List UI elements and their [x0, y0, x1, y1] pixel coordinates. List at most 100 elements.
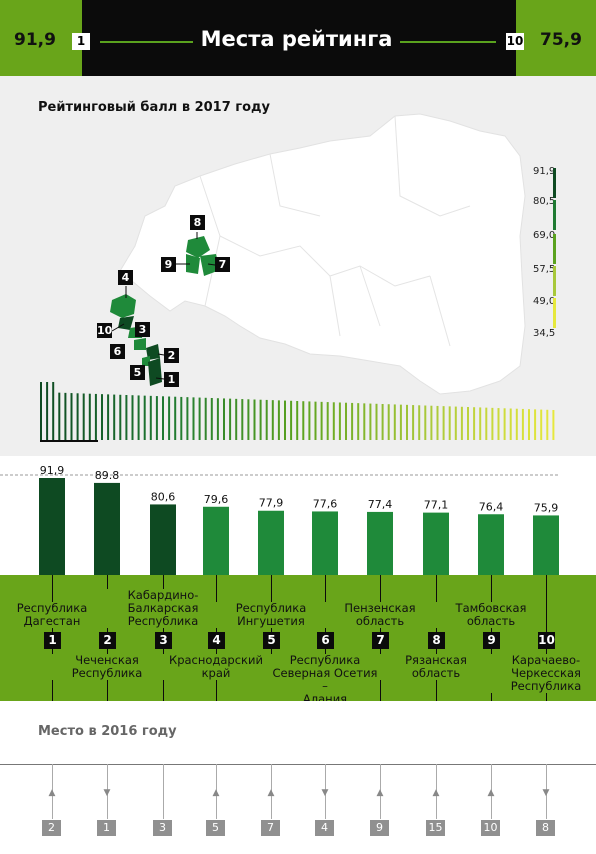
arrow-up-icon: ▲: [267, 788, 275, 798]
region-name-line: Краснодарский: [169, 653, 263, 667]
region-name-line: Республика: [289, 653, 361, 667]
bar-value-label: 77,9: [259, 497, 284, 510]
bar: [39, 478, 65, 576]
region-name: Тамбовская область: [435, 602, 547, 628]
legend-label: 80,5: [533, 196, 556, 207]
previous-year-connector: [491, 764, 492, 819]
region-name-line: Республика: [127, 614, 199, 628]
map-subtitle: Рейтинговый балл в 2017 году: [38, 100, 270, 115]
region-name: Республика Северная Осетия – Алания: [269, 654, 381, 706]
region-name-line: область: [466, 614, 516, 628]
region-name-line: область: [411, 666, 461, 680]
map-marker-rank: 10: [97, 323, 113, 338]
region-rank-badge: 9: [483, 632, 500, 649]
legend-color-segment: [553, 298, 556, 328]
previous-year-title: Место в 2016 году: [38, 724, 177, 739]
previous-year-connector: [436, 764, 437, 819]
previous-year-axis: [0, 764, 596, 765]
map-marker-rank: 6: [110, 344, 125, 359]
bar: [367, 511, 393, 576]
previous-year-connector: [380, 764, 381, 819]
previous-year-place: 4: [315, 820, 334, 836]
region-name-line: Северная Осетия –: [272, 666, 378, 693]
region-name: Чеченская Республика: [51, 654, 163, 680]
top10-bar-chart: 91,9 89.8 80,6 79,6 77,9 77,6 77,4 77,1 76,4 75,9: [0, 456, 596, 576]
header-top-score: 91,9: [14, 30, 56, 50]
region-rank-badge: 7: [372, 632, 389, 649]
legend-label: 91,9: [533, 166, 556, 177]
bar-value-label: 76,4: [479, 500, 504, 513]
distribution-strip: [40, 382, 555, 442]
header: 91,9 1 Места рейтинга 10 75,9: [0, 0, 596, 76]
map-borders: [199, 115, 471, 347]
map-marker-rank: 5: [130, 365, 145, 380]
previous-year-place: 3: [153, 820, 172, 836]
bar: [258, 510, 284, 576]
previous-year-connector: [546, 764, 547, 819]
map-area: Рейтинговый балл в 2017 году 8 9 7 4 10 …: [0, 76, 596, 456]
region-name-line: Кабардино-: [127, 588, 199, 602]
region-name: Республика Дагестан: [0, 602, 108, 628]
map-marker-rank: 9: [161, 257, 176, 272]
map-marker-rank: 1: [164, 372, 179, 387]
region-name-line: Балкарская: [127, 601, 199, 615]
page-title: Места рейтинга: [200, 27, 393, 51]
previous-year-place: 8: [536, 820, 555, 836]
caucasus-region-1: [148, 358, 162, 386]
header-bottom-score: 75,9: [540, 30, 582, 50]
region-name: Карачаево- Черкесская Республика: [490, 654, 596, 693]
caucasus-region-6: [134, 338, 146, 350]
legend-label: 34,5: [533, 328, 556, 339]
header-rank-first: 1: [72, 33, 90, 50]
arrow-up-icon: ▲: [48, 788, 56, 798]
bar-chart-svg: 91,9 89.8 80,6 79,6 77,9 77,6 77,4 77,1 76,4 75,9: [0, 464, 560, 576]
bar-value-label: 91,9: [40, 464, 65, 477]
previous-year-place: 1: [97, 820, 116, 836]
previous-year-connector: [52, 764, 53, 819]
caucasus-region-10: [118, 316, 134, 330]
header-rank-last: 10: [506, 33, 524, 50]
bar: [312, 511, 338, 576]
region-rank-badge: 8: [428, 632, 445, 649]
previous-year-connector: [163, 764, 164, 819]
region-name: Республика Ингушетия: [215, 602, 327, 628]
bar-value-label: 77,1: [424, 499, 449, 512]
previous-year-section: Место в 2016 году ▲ 2 ▼ 1 3 ▲ 5 ▲ 7 ▼ 4 ▲ 9 ▲ 15 ▲ 10 ▼ 8: [0, 701, 596, 854]
region-rank-badge: 1: [44, 632, 61, 649]
region-name: Кабардино- Балкарская Республика: [107, 589, 219, 628]
previous-year-place: 9: [370, 820, 389, 836]
arrow-up-icon: ▲: [376, 788, 384, 798]
region-rank-badge: 2: [99, 632, 116, 649]
map-marker-rank: 3: [135, 322, 150, 337]
region-name-line: Карачаево-: [511, 653, 581, 667]
region-name-line: Пензенская: [344, 601, 416, 615]
map-marker-rank: 8: [190, 215, 205, 230]
legend-color-segment: [553, 200, 556, 230]
bar-value-label: 79,6: [204, 493, 229, 506]
header-title-block: [82, 0, 516, 76]
previous-year-place: 7: [261, 820, 280, 836]
region-name-line: область: [355, 614, 405, 628]
header-line-left: [100, 41, 193, 43]
legend-color-segment: [553, 168, 556, 198]
previous-year-connector: [107, 764, 108, 819]
arrow-down-icon: ▼: [321, 788, 329, 798]
bar: [94, 482, 120, 576]
region-name-line: Республика: [71, 666, 143, 680]
region-name-line: Тамбовская: [455, 601, 527, 615]
legend-color-segment: [553, 234, 556, 264]
header-line-right: [400, 41, 496, 43]
arrow-down-icon: ▼: [542, 788, 550, 798]
russia-silhouette: [119, 113, 526, 395]
legend-label: 49,0: [533, 296, 556, 307]
header-left-block: [0, 0, 82, 76]
region-name-line: Республика: [235, 601, 307, 615]
arrow-up-icon: ▲: [487, 788, 495, 798]
legend-color-segment: [553, 266, 556, 296]
legend-label: 69,0: [533, 230, 556, 241]
region-rank-badge: 10: [538, 632, 555, 649]
previous-year-connector: [325, 764, 326, 819]
previous-year-connector: [216, 764, 217, 819]
region-name: Рязанская область: [380, 654, 492, 680]
caucasus-region-5: [142, 356, 150, 366]
